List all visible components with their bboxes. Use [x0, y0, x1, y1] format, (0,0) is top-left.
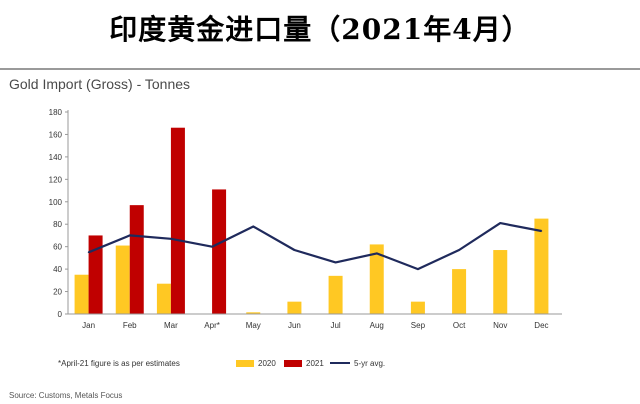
banner-title: 印度黄金进口量（2021年4月）	[109, 13, 531, 46]
series-5yr-avg-line	[87, 222, 543, 271]
bar-2021	[212, 189, 227, 314]
footnote: *April-21 figure is as per estimates	[58, 359, 180, 368]
bar-2020	[246, 312, 261, 314]
bar-2021	[88, 235, 103, 314]
y-tick-label: 20	[53, 288, 62, 297]
series-2021-bars	[88, 127, 227, 314]
bar-2020	[156, 283, 171, 314]
avg-point	[375, 252, 378, 255]
legend-swatch-2021	[284, 360, 302, 367]
x-tick-label: Oct	[453, 321, 466, 330]
x-tick-label: May	[246, 321, 261, 330]
y-tick-label: 120	[49, 175, 63, 184]
x-tick-label: Apr*	[204, 321, 220, 330]
avg-point	[540, 230, 543, 232]
legend-swatch-2020	[236, 360, 254, 367]
avg-point	[334, 261, 337, 264]
y-tick-label: 60	[53, 243, 62, 252]
x-tick-label: Jul	[330, 321, 340, 330]
chart-title: Gold Import (Gross) - Tonnes	[9, 76, 191, 92]
avg-point	[87, 251, 90, 254]
legend-label-2020: 2020	[258, 359, 276, 368]
bar-2020	[534, 218, 549, 314]
avg-point	[128, 234, 131, 237]
legend: 2020 2021 5-yr avg.	[236, 359, 385, 368]
bar-2020	[74, 274, 89, 314]
x-tick-label: Aug	[370, 321, 384, 330]
avg-point	[170, 238, 172, 240]
x-tick-label: Mar	[164, 321, 178, 330]
y-tick-label: 0	[58, 310, 63, 319]
y-tick-label: 140	[49, 153, 63, 162]
x-tick-label: Sep	[411, 321, 426, 330]
avg-point	[417, 268, 419, 270]
series-2020-bars	[74, 218, 549, 314]
source-note: Source: Customs, Metals Focus	[9, 391, 123, 400]
avg-point	[211, 245, 213, 248]
avg-point	[293, 249, 296, 251]
bar-2021	[129, 205, 144, 314]
bar-2020	[493, 250, 508, 314]
bar-2020	[410, 301, 425, 314]
avg-line-path	[88, 222, 542, 271]
avg-point	[499, 222, 502, 224]
x-tick-label: Feb	[123, 321, 137, 330]
legend-label-avg: 5-yr avg.	[354, 359, 385, 368]
x-tick-label: Dec	[534, 321, 548, 330]
bar-2020	[328, 275, 343, 314]
y-tick-label: 100	[49, 198, 63, 207]
y-axis: 0 20 40 60 80 100 120 140 160 180	[49, 108, 69, 319]
divider	[0, 68, 640, 70]
bar-2020	[369, 244, 384, 314]
x-tick-label: Jun	[288, 321, 301, 330]
bar-2020	[115, 245, 130, 314]
bar-2020	[452, 269, 467, 314]
y-tick-label: 160	[49, 130, 63, 139]
legend-label-2021: 2021	[306, 359, 324, 368]
y-tick-label: 80	[53, 220, 62, 229]
y-tick-label: 180	[49, 108, 63, 117]
x-tick-label: Nov	[493, 321, 507, 330]
avg-point	[252, 225, 255, 228]
x-tick-label: Jan	[82, 321, 95, 330]
x-axis: Jan Feb Mar Apr* May Jun Jul Aug Sep Oct Nov Dec	[68, 313, 562, 330]
bar-2021	[170, 127, 185, 314]
bar-2020	[287, 301, 302, 314]
avg-point	[458, 249, 460, 251]
y-tick-label: 40	[53, 265, 62, 274]
